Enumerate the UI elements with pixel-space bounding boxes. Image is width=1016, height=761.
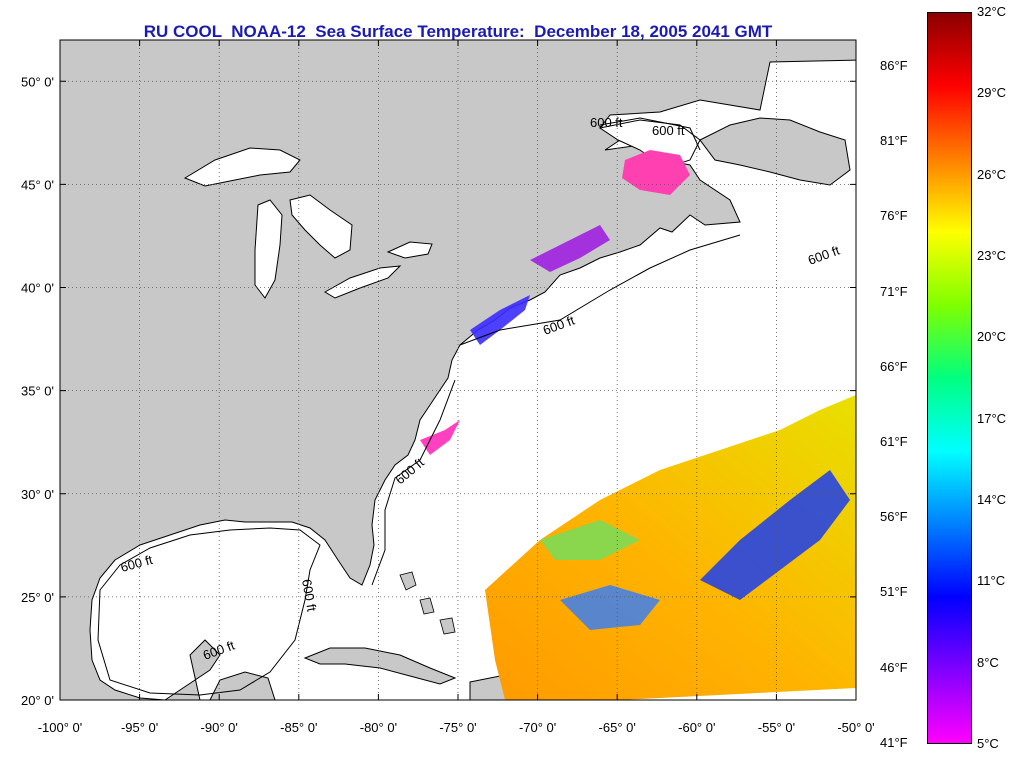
sst-cool-patch	[700, 470, 850, 600]
lake-erie	[324, 265, 402, 299]
x-tick-label: -85° 0'	[280, 720, 317, 735]
sst-green-patch	[540, 520, 640, 560]
x-tick-label: -60° 0'	[678, 720, 715, 735]
scale-label-fahrenheit: 46°F	[880, 659, 908, 675]
map-title: RU COOL NOAA-12 Sea Surface Temperature:…	[143, 22, 773, 41]
scale-label-celsius: 26°C	[977, 166, 1007, 182]
scale-label-celsius: 17°C	[977, 410, 1007, 426]
y-axis: 20° 0' 25° 0' 30° 0' 35° 0' 40° 0' 45° 0' 50° …	[21, 74, 856, 708]
depth-contour-600ft	[459, 234, 741, 346]
scale-label-celsius: 29°C	[977, 85, 1007, 101]
lake-ontario	[386, 241, 433, 259]
scale-label-fahrenheit: 56°F	[880, 509, 908, 525]
depth-contour-600ft	[599, 117, 701, 151]
scale-label-fahrenheit: 61°F	[880, 434, 908, 449]
x-tick-label: -55° 0'	[758, 720, 795, 735]
land-cuba	[303, 647, 457, 685]
y-tick-label: 20° 0'	[21, 693, 54, 708]
x-tick-label: -95° 0'	[121, 720, 158, 735]
scale-label-celsius: 14°C	[977, 492, 1007, 507]
x-tick-label: -70° 0'	[519, 720, 556, 735]
scale-label-fahrenheit: 51°F	[880, 584, 908, 600]
land-newfoundland	[699, 117, 851, 186]
lake-michigan	[254, 199, 283, 299]
x-tick-label: -100° 0'	[38, 720, 83, 735]
sst-warm-swath	[485, 395, 856, 700]
sst-coastal-cold	[530, 225, 610, 272]
scale-label-fahrenheit: 41°F	[880, 734, 908, 750]
sst-gulf-cold	[622, 150, 690, 195]
x-tick-label: -75° 0'	[439, 720, 476, 735]
scale-label-fahrenheit: 76°F	[880, 208, 908, 224]
scale-label-fahrenheit: 86°F	[880, 58, 908, 73]
land-bahamas	[399, 571, 456, 635]
scale-label-fahrenheit: 81°F	[880, 133, 908, 149]
y-tick-label: 45° 0'	[21, 177, 54, 192]
color-scale-bar	[927, 12, 972, 744]
y-tick-label: 35° 0'	[21, 384, 54, 399]
contour-label: 600 ft	[299, 578, 319, 613]
scale-label-celsius: 20°C	[977, 329, 1007, 345]
sst-coastal-cold	[470, 295, 530, 345]
y-tick-label: 50° 0'	[21, 74, 54, 89]
lake-superior	[183, 147, 301, 187]
scale-label-fahrenheit: 71°F	[880, 283, 908, 299]
scale-label-celsius: 32°C	[977, 4, 1007, 19]
x-tick-label: -80° 0'	[360, 720, 397, 735]
scale-label-fahrenheit: 66°F	[880, 358, 908, 374]
y-tick-label: 30° 0'	[21, 487, 54, 502]
depth-contour-600ft	[371, 379, 456, 586]
y-tick-label: 25° 0'	[21, 590, 54, 605]
contour-label: 600 ft	[652, 123, 685, 138]
x-tick-label: -90° 0'	[201, 720, 238, 735]
sst-cool-patch	[560, 585, 660, 630]
y-tick-label: 40° 0'	[21, 281, 54, 296]
scale-label-celsius: 23°C	[977, 248, 1007, 263]
grid-lines	[60, 40, 856, 700]
plot-frame	[59, 39, 857, 701]
scale-label-celsius: 11°C	[977, 573, 1006, 589]
contour-label: 600 ft	[590, 115, 623, 130]
scale-label-celsius: 5°C	[977, 736, 999, 751]
sst-coastal-cold	[420, 420, 460, 455]
x-tick-label: -50° 0'	[837, 720, 874, 735]
scale-label-celsius: 8°C	[977, 654, 999, 670]
depth-contour-600ft	[97, 527, 321, 696]
x-tick-label: -65° 0'	[599, 720, 636, 735]
lake-huron	[289, 194, 353, 259]
x-axis: -100° 0' -95° 0' -90° 0' -85° 0' -80° 0' -75°…	[38, 40, 875, 735]
